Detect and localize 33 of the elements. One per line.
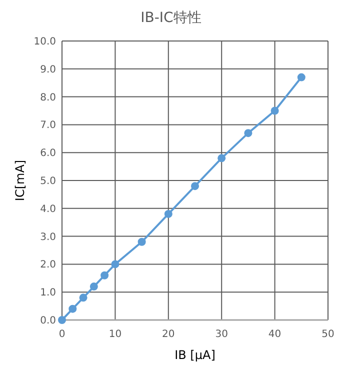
y-tick-label: 3.0 bbox=[40, 232, 56, 243]
x-tick-label: 50 bbox=[322, 329, 334, 340]
point bbox=[79, 294, 88, 302]
point bbox=[297, 73, 306, 82]
chart-title: IB-IC特性 bbox=[140, 10, 202, 26]
y-tick-label: 10.0 bbox=[34, 36, 56, 48]
y-tick-label: 0.0 bbox=[40, 316, 56, 326]
point bbox=[58, 316, 66, 324]
x-tick-label: 40 bbox=[268, 329, 282, 340]
x-tick-label: 0 bbox=[58, 329, 66, 340]
y-tick-label: 2.0 bbox=[40, 260, 56, 271]
y-tick-label: 9.0 bbox=[40, 64, 56, 76]
point bbox=[270, 106, 279, 115]
point bbox=[191, 182, 199, 190]
y-tick-label: 6.0 bbox=[40, 148, 56, 160]
point bbox=[90, 282, 98, 291]
x-tick-label: 20 bbox=[162, 329, 175, 340]
x-axis-title: IB [μA] bbox=[174, 348, 216, 362]
y-tick-label: 5.0 bbox=[40, 176, 56, 187]
y-tick-label: 4.0 bbox=[40, 204, 56, 215]
y-tick-label: 1.0 bbox=[40, 288, 56, 299]
point bbox=[164, 210, 172, 218]
x-tick-label: 30 bbox=[215, 329, 228, 340]
y-tick-label: 8.0 bbox=[40, 92, 56, 104]
point bbox=[244, 129, 252, 138]
point bbox=[68, 304, 77, 313]
point bbox=[100, 271, 109, 280]
y-axis-title: IC[mA] bbox=[13, 160, 27, 202]
x-tick-label: 10 bbox=[108, 329, 122, 340]
point bbox=[111, 260, 120, 268]
point bbox=[138, 238, 146, 246]
point bbox=[218, 154, 226, 162]
y-tick-label: 7.0 bbox=[40, 120, 56, 132]
